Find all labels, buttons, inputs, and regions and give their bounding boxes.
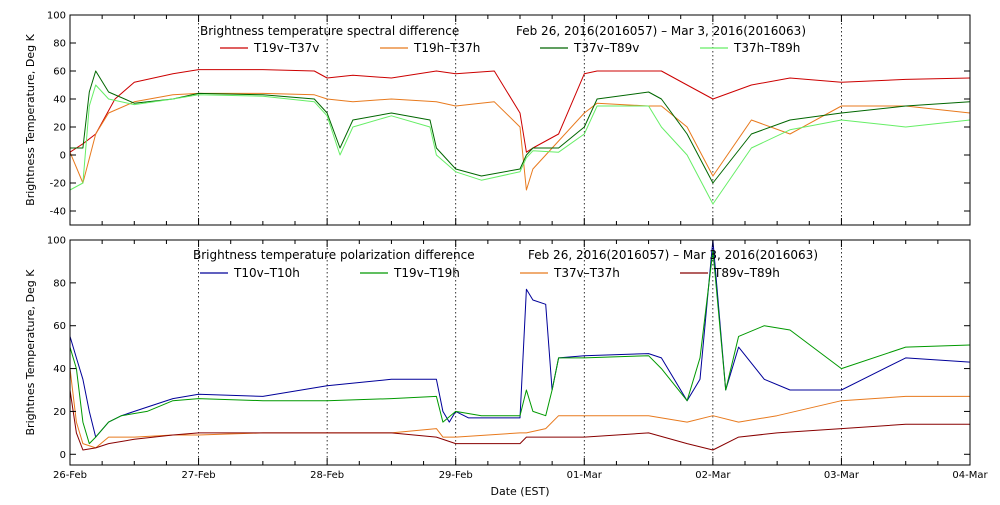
legend-label: T89v–T89h	[713, 266, 780, 280]
x-tick-label: 26-Feb	[53, 470, 87, 481]
series-line-3	[69, 84, 971, 205]
x-tick-label: 02-Mar	[695, 470, 731, 481]
y-tick-label: 60	[53, 67, 66, 78]
legend-label: T19v–T19h	[393, 266, 460, 280]
chart-title: Brightness temperature spectral differen…	[200, 24, 459, 38]
plot-frame	[69, 239, 971, 466]
y-tick-label: 20	[53, 123, 66, 134]
y-tick-label: 100	[47, 11, 66, 22]
series-line-1	[69, 92, 971, 191]
x-tick-label: 04-Mar	[952, 470, 988, 481]
x-tick-label: 28-Feb	[310, 470, 344, 481]
x-ticks: 26-Feb 27-Feb 28-Feb 29-Feb 01-Mar 02-Mar 03-M…	[53, 240, 988, 481]
x-tick-label: 27-Feb	[182, 470, 216, 481]
chart-date-range: Feb 26, 2016(2016057) – Mar 3, 2016(2016…	[528, 248, 818, 262]
y-tick-label: 40	[53, 364, 66, 375]
x-tick-label: 01-Mar	[567, 470, 603, 481]
series-line-3	[69, 389, 970, 451]
y-tick-label: 80	[53, 39, 66, 50]
legend-label: T37v–T37h	[553, 266, 620, 280]
y-tick-label: -40	[50, 207, 66, 218]
y-tick-label: 60	[53, 321, 66, 332]
y-ticks: 0 20 40 60 80 100	[47, 236, 970, 461]
y-tick-label: 0	[60, 450, 66, 461]
y-tick-label: -20	[50, 179, 66, 190]
x-ticks	[69, 15, 971, 225]
legend-label: T19v–T37v	[253, 41, 319, 55]
legend-label: T37v–T89v	[573, 41, 639, 55]
spectral-difference-panel: -40 -20 0 20 40 60 80 100 Brightness temperatur…	[24, 11, 971, 226]
legend-label: T10v–T10h	[233, 266, 300, 280]
polarization-difference-panel: 0 20 40 60 80 100 26-Feb 27-Feb 28-Feb 29-Feb 01-…	[24, 236, 988, 499]
y-axis-title: Brightnes Temperature, Deg K	[24, 269, 37, 436]
series-line-1	[69, 250, 971, 445]
y-axis-title: Brightness Temperature, Deg K	[24, 33, 37, 205]
chart-date-range: Feb 26, 2016(2016057) – Mar 3, 2016(2016…	[516, 24, 806, 38]
y-tick-label: 80	[53, 278, 66, 289]
x-axis-title: Date (EST)	[490, 485, 549, 498]
legend: T19v–T37v T19h–T37h T37v–T89v T37h–T89h	[220, 41, 800, 55]
legend-label: T19h–T37h	[413, 41, 480, 55]
plot-frame	[69, 14, 971, 226]
x-tick-label: 29-Feb	[439, 470, 473, 481]
x-tick-label: 03-Mar	[824, 470, 860, 481]
series-line-2	[69, 368, 970, 449]
y-tick-label: 40	[53, 95, 66, 106]
legend: T10v–T10h T19v–T19h T37v–T37h T89v–T89h	[200, 266, 780, 280]
y-tick-label: 20	[53, 407, 66, 418]
grid-lines	[198, 240, 842, 465]
series-lines	[69, 69, 971, 205]
y-tick-label: 100	[47, 236, 66, 247]
chart-title: Brightness temperature polarization diff…	[193, 248, 475, 262]
series-lines	[69, 239, 971, 451]
y-ticks: -40 -20 0 20 40 60 80 100	[47, 11, 970, 218]
y-tick-label: 0	[60, 151, 66, 162]
series-line-2	[70, 70, 971, 184]
series-line-0	[69, 239, 971, 438]
series-line-0	[69, 69, 971, 153]
legend-label: T37h–T89h	[733, 41, 800, 55]
